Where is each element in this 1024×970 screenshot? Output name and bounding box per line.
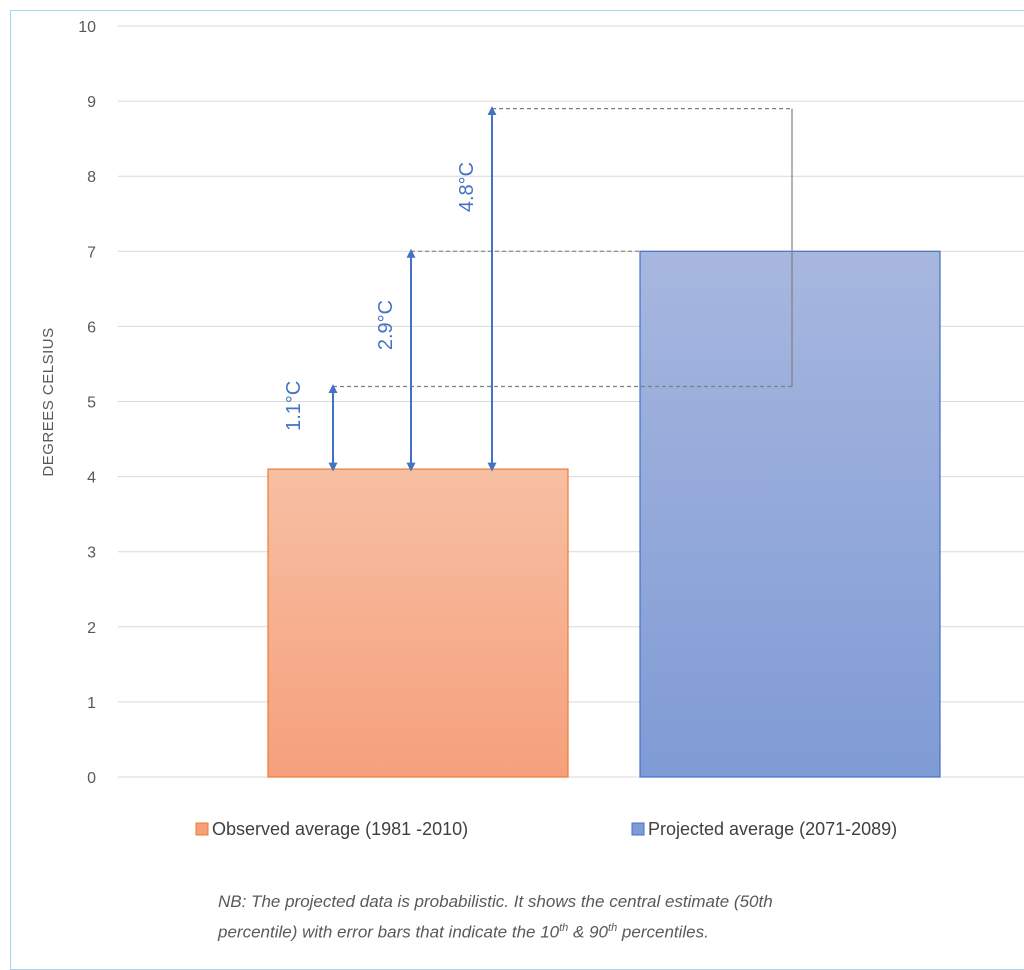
footnote-line-2c: percentiles.: [617, 922, 709, 942]
annotation-label: 1.1°C: [283, 381, 305, 431]
annotation-label: 4.8°C: [456, 162, 478, 212]
y-tick-label: 5: [87, 395, 96, 412]
footnote-line-1: NB: The projected data is probabilistic.…: [218, 892, 773, 911]
difference-annotations: 1.1°C 2.9°C 4.8°C: [283, 106, 497, 472]
legend: Observed average (1981 -2010) Projected a…: [195, 819, 897, 839]
footnote-sup-1: th: [559, 922, 569, 934]
footnote-line-2a: percentile) with error bars that indicat…: [218, 922, 560, 942]
y-tick-label: 2: [87, 620, 96, 637]
annotation-label: 2.9°C: [375, 300, 397, 350]
bar-observed: [267, 468, 569, 778]
legend-label: Observed average (1981 -2010): [212, 819, 468, 839]
y-tick-label: 7: [87, 244, 96, 261]
y-tick-label: 8: [87, 169, 96, 186]
footnote-sup-2: th: [608, 922, 618, 934]
legend-label: Projected average (2071-2089): [648, 819, 897, 839]
y-axis-ticks: 0 1 2 3 4 5 6 7 8 9 10: [78, 19, 96, 787]
y-tick-label: 6: [87, 319, 96, 336]
legend-swatch: [195, 822, 209, 836]
footnote: NB: The projected data is probabilistic.…: [218, 888, 998, 946]
bar-chart: 0 1 2 3 4 5 6 7 8 9 10 DEGREES CELSIUS 1.1°C 2.9°C 4…: [40, 19, 1024, 839]
guide-lines: [333, 108, 792, 388]
y-tick-label: 9: [87, 94, 96, 111]
y-tick-label: 10: [78, 19, 96, 36]
y-axis-label: DEGREES CELSIUS: [40, 327, 57, 476]
y-tick-label: 0: [87, 770, 96, 787]
y-tick-label: 4: [87, 470, 96, 487]
y-tick-label: 3: [87, 545, 96, 562]
footnote-line-2b: & 90: [568, 922, 609, 942]
y-tick-label: 1: [87, 695, 96, 712]
bars: [267, 250, 941, 778]
bar-projected: [639, 250, 941, 778]
legend-swatch: [631, 822, 645, 836]
